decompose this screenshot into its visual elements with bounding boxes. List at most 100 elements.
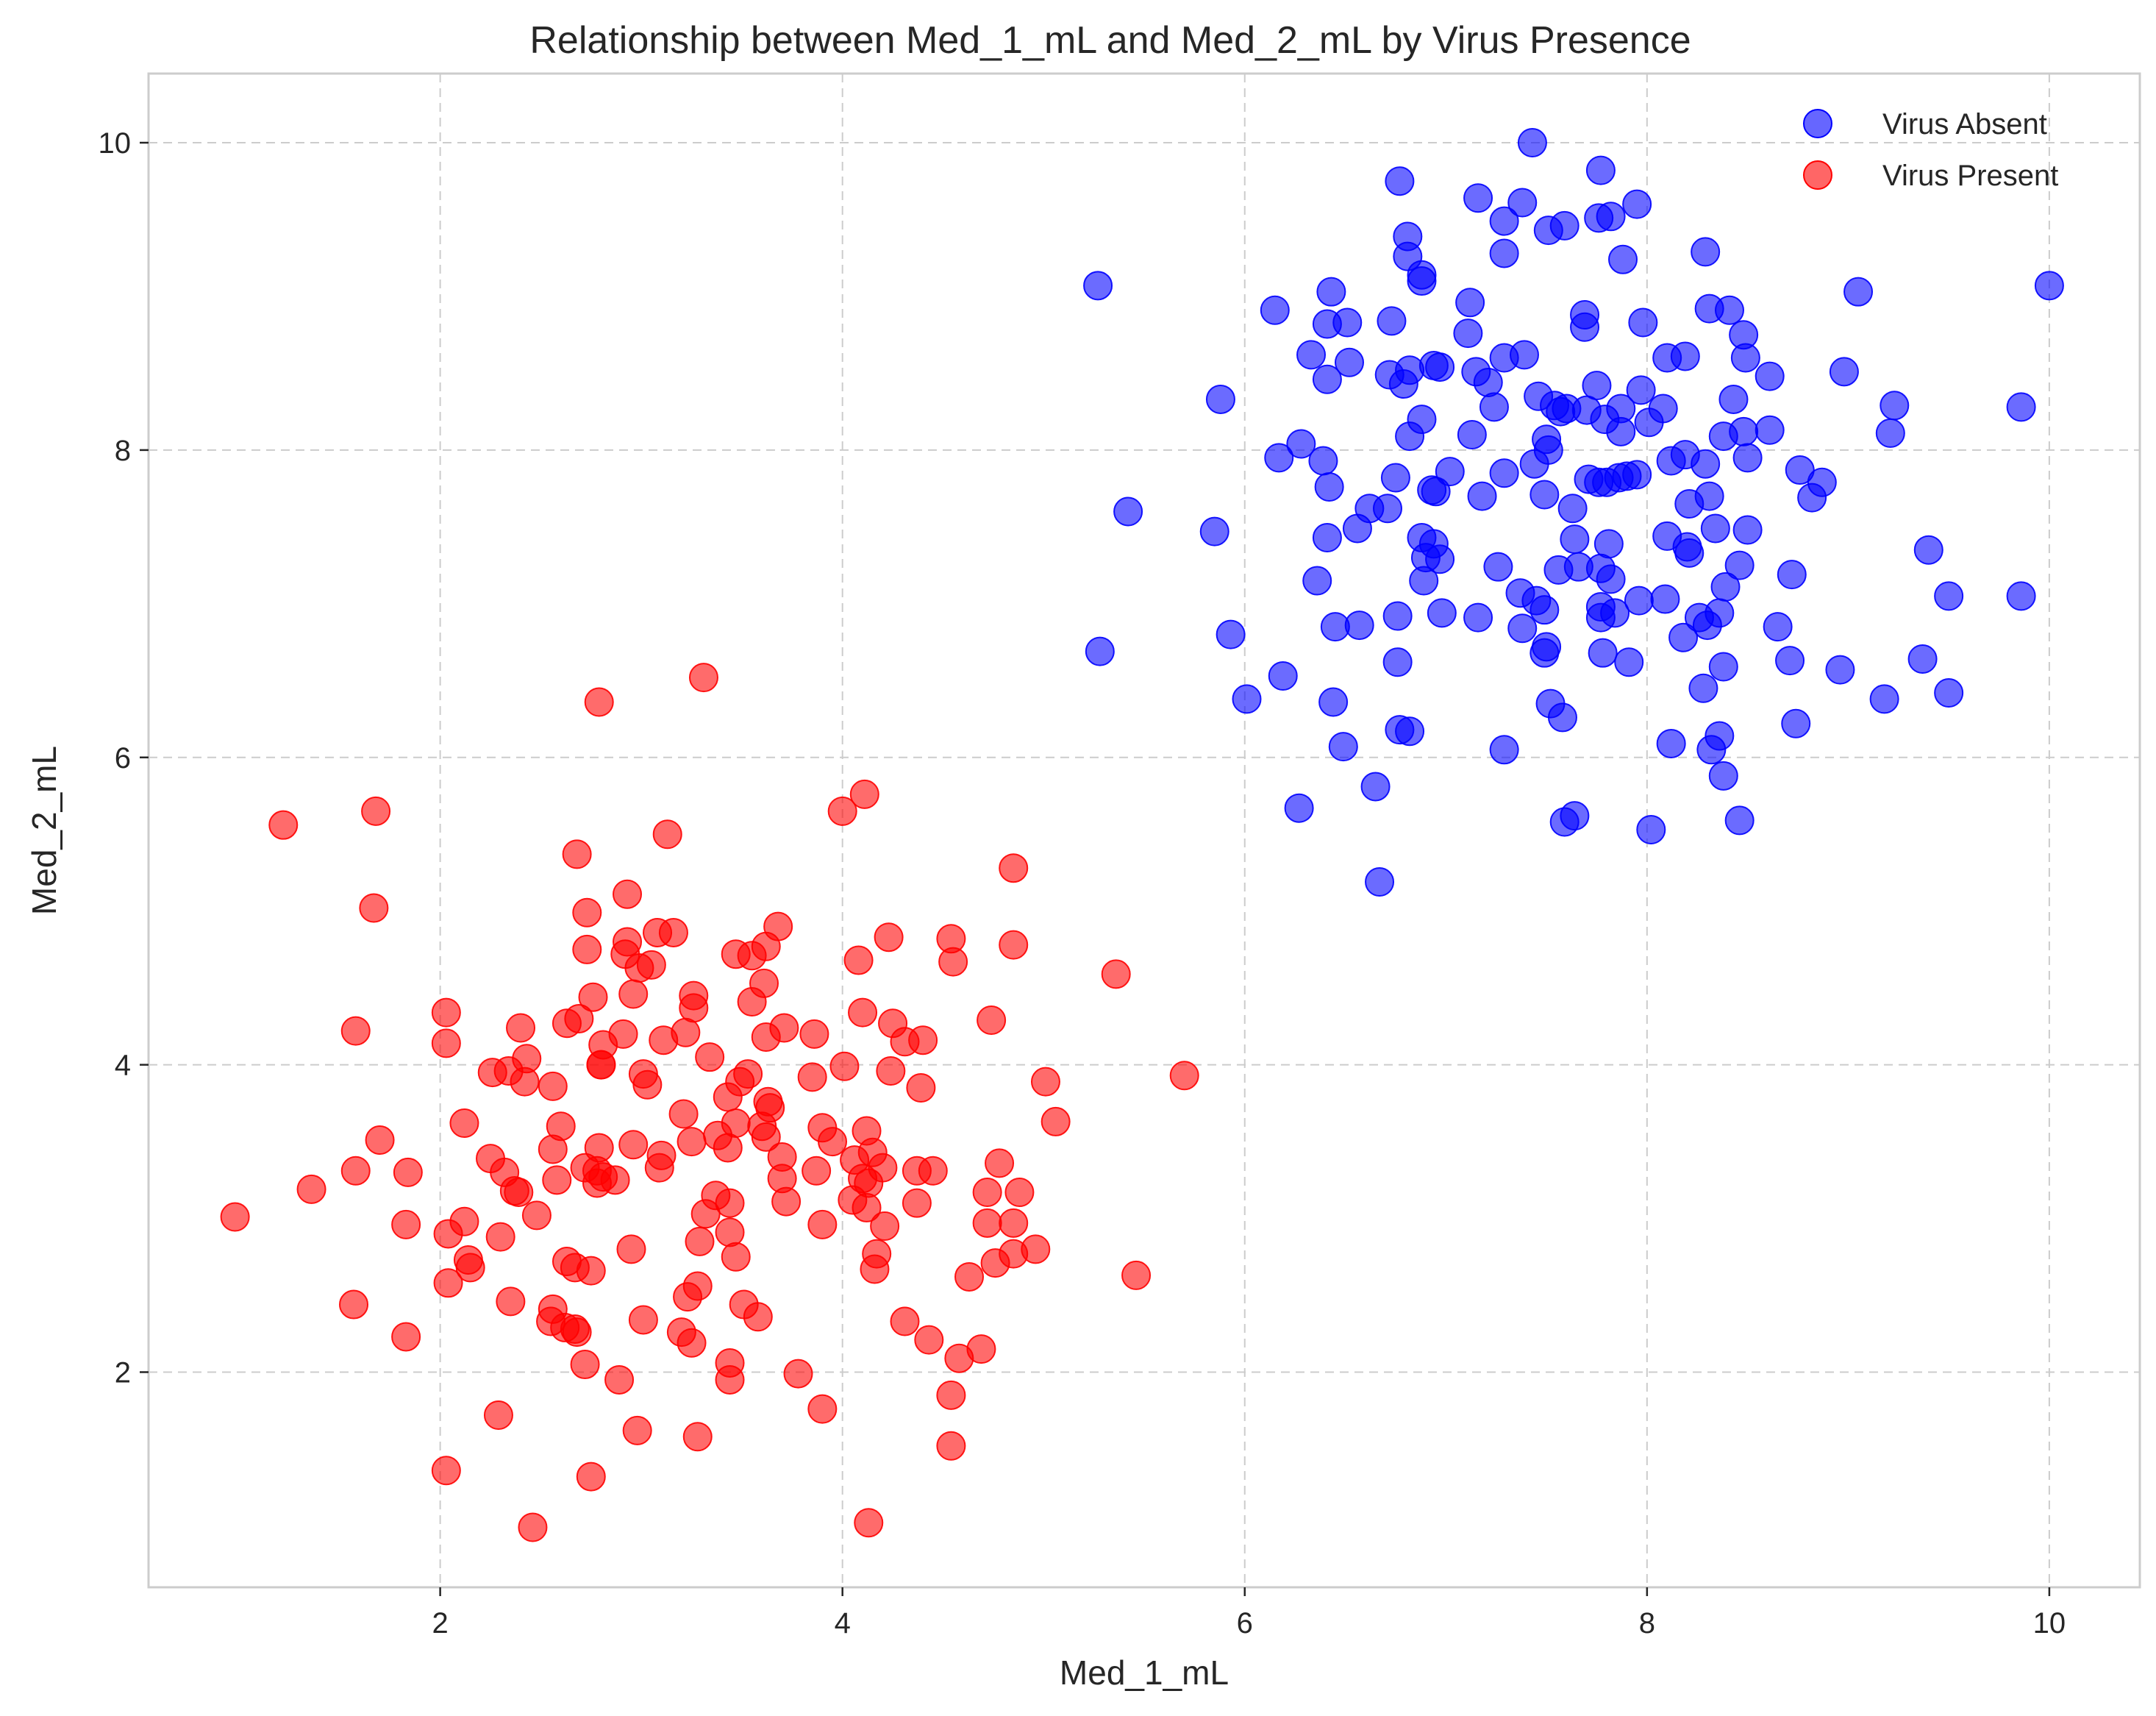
data-point xyxy=(1880,391,1910,421)
data-point xyxy=(1622,460,1652,490)
data-point xyxy=(1626,375,1656,405)
data-point xyxy=(1121,1260,1152,1290)
data-point xyxy=(1549,807,1579,837)
data-point xyxy=(906,1072,936,1103)
data-point xyxy=(485,1222,515,1252)
data-point xyxy=(870,1211,900,1242)
data-point xyxy=(1777,560,1807,590)
y-tick-label: 6 xyxy=(115,742,131,775)
data-point xyxy=(1395,716,1425,747)
data-point xyxy=(818,1127,848,1157)
data-point xyxy=(1546,396,1576,427)
data-point xyxy=(1634,407,1664,438)
data-point xyxy=(1718,384,1749,414)
y-tick-label: 4 xyxy=(115,1050,131,1082)
legend-label-virus-absent: Virus Absent xyxy=(1882,108,2047,140)
data-point xyxy=(1489,238,1519,268)
data-point xyxy=(1409,566,1439,596)
data-point xyxy=(339,1289,369,1320)
data-point xyxy=(695,1042,725,1072)
data-point xyxy=(1463,602,1493,633)
data-point xyxy=(1560,524,1590,555)
data-point xyxy=(1260,295,1290,325)
data-point xyxy=(391,1209,421,1239)
data-point xyxy=(618,979,649,1009)
data-point xyxy=(391,1322,421,1352)
data-point xyxy=(652,819,682,850)
data-point xyxy=(506,1013,536,1043)
data-point xyxy=(1455,288,1485,318)
data-point xyxy=(751,1022,781,1053)
data-point xyxy=(671,1017,701,1047)
data-point xyxy=(1004,1178,1035,1208)
data-point xyxy=(1264,443,1294,473)
data-point xyxy=(1692,610,1722,641)
data-point xyxy=(1557,494,1588,524)
x-tick-label: 2 xyxy=(432,1607,449,1640)
data-point xyxy=(1732,515,1763,545)
data-point xyxy=(1732,443,1763,473)
data-point xyxy=(578,982,608,1012)
data-point xyxy=(1585,602,1616,633)
data-point xyxy=(729,1289,759,1320)
data-point xyxy=(1312,522,1342,552)
chart-title: Relationship between Med_1_mL and Med_2_… xyxy=(529,19,1691,62)
data-point xyxy=(1596,202,1626,232)
data-point xyxy=(1314,472,1344,502)
data-point xyxy=(1829,357,1859,387)
data-point xyxy=(431,1028,461,1058)
data-point xyxy=(827,796,857,826)
data-point xyxy=(1517,128,1547,158)
data-point xyxy=(393,1157,423,1187)
data-point xyxy=(1316,277,1346,307)
data-point xyxy=(1308,446,1338,476)
data-point xyxy=(1570,312,1600,342)
data-point xyxy=(1869,684,1899,714)
data-point xyxy=(715,1217,745,1247)
data-point xyxy=(1286,429,1316,459)
data-point xyxy=(499,1175,529,1206)
data-point xyxy=(807,1209,838,1239)
data-point xyxy=(1453,318,1483,349)
series-virus-present xyxy=(220,663,1199,1542)
data-point xyxy=(685,1226,715,1256)
data-point xyxy=(433,1268,463,1298)
data-point xyxy=(518,1512,548,1542)
data-point xyxy=(431,1456,461,1486)
data-point xyxy=(1232,684,1262,714)
data-point xyxy=(1582,371,1612,401)
data-point xyxy=(1825,655,1855,685)
data-point xyxy=(538,1134,568,1164)
data-point xyxy=(365,1125,395,1156)
data-point xyxy=(902,1188,932,1218)
data-point xyxy=(1688,673,1718,703)
data-point xyxy=(936,1380,966,1410)
data-point xyxy=(1113,496,1143,527)
data-point xyxy=(1785,455,1815,485)
data-point xyxy=(1489,206,1519,236)
data-point xyxy=(1507,613,1538,644)
data-point xyxy=(1377,306,1407,336)
data-point xyxy=(999,853,1029,883)
data-point xyxy=(1656,728,1686,758)
data-point xyxy=(1843,277,1874,307)
x-tick-label: 6 xyxy=(1237,1607,1253,1640)
data-point xyxy=(874,922,904,953)
data-point xyxy=(1934,581,1964,611)
data-point xyxy=(1425,352,1455,382)
data-point xyxy=(455,1253,485,1283)
data-point xyxy=(1382,601,1413,631)
data-point xyxy=(1489,343,1519,373)
data-point xyxy=(677,1127,707,1157)
data-point xyxy=(449,1108,479,1139)
data-point xyxy=(1296,340,1327,370)
data-point xyxy=(582,1168,612,1198)
plot-frame xyxy=(147,72,2141,1589)
data-point xyxy=(1529,638,1560,668)
data-point xyxy=(1302,566,1332,596)
data-point xyxy=(713,1082,743,1112)
data-point xyxy=(1755,361,1785,391)
x-tick-label: 8 xyxy=(1639,1607,1655,1640)
data-point xyxy=(572,934,602,964)
data-point xyxy=(361,796,391,826)
